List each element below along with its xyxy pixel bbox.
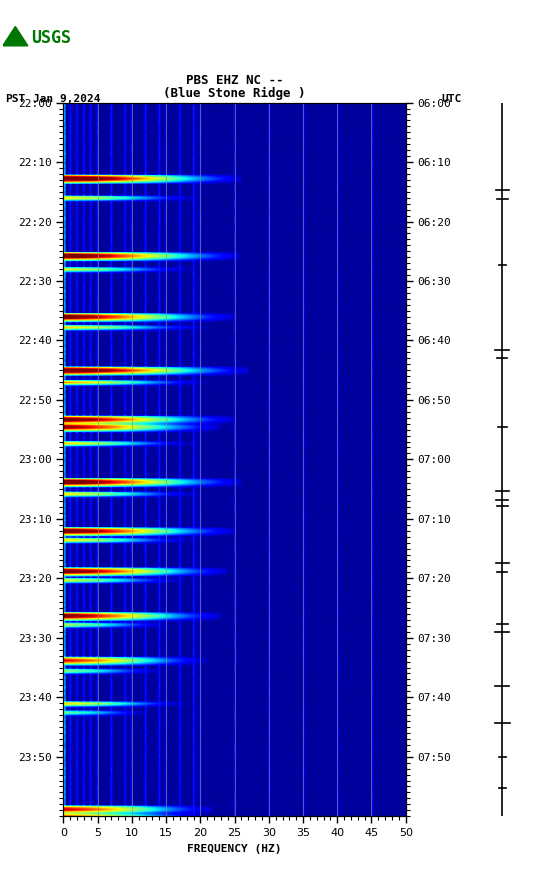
Text: PST: PST xyxy=(6,95,26,104)
Text: (Blue Stone Ridge ): (Blue Stone Ridge ) xyxy=(163,87,306,100)
Polygon shape xyxy=(3,27,28,45)
X-axis label: FREQUENCY (HZ): FREQUENCY (HZ) xyxy=(187,844,282,854)
Text: UTC: UTC xyxy=(442,95,462,104)
Text: PBS EHZ NC --: PBS EHZ NC -- xyxy=(186,74,283,87)
Text: USGS: USGS xyxy=(31,29,71,46)
Text: Jan 9,2024: Jan 9,2024 xyxy=(33,95,100,104)
